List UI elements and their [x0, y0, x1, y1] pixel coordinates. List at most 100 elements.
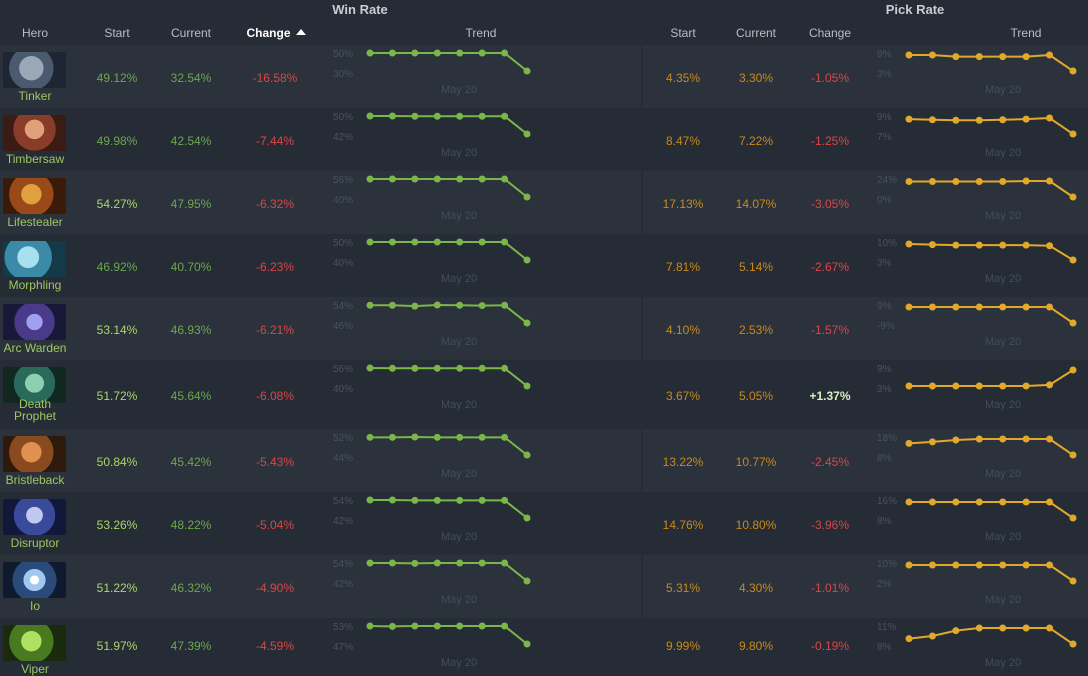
win-change-value: -4.90%: [255, 580, 295, 595]
win-trend-sparkline-point: [411, 112, 419, 120]
hero-name[interactable]: Arc Warden: [3, 341, 67, 355]
win-trend-sparkline-point: [411, 622, 419, 630]
hero-cell[interactable]: Morphling: [0, 234, 70, 297]
table-row[interactable]: Disruptor 53.26% 48.22% -5.04% 14.76% 10.80% -…: [0, 492, 1088, 555]
pick-axis-min: 8%: [877, 642, 892, 653]
pick-trend-sparkline-point: [975, 303, 983, 311]
win-trend-sparkline-point: [501, 112, 509, 120]
pick-trend-sparkline-point: [1022, 241, 1030, 249]
win-change-value: -6.32%: [255, 196, 295, 211]
win-trend-sparkline-point: [456, 622, 464, 630]
hero-name[interactable]: Death Prophet: [13, 397, 57, 423]
hero-name[interactable]: Disruptor: [10, 536, 60, 550]
table-row[interactable]: Timbersaw 49.98% 42.54% -7.44% 8.47% 7.22% -1.…: [0, 108, 1088, 171]
pick-trend-sparkline-point: [999, 178, 1007, 186]
hero-cell[interactable]: Disruptor: [0, 492, 70, 555]
win-trend-sparkline: [366, 559, 531, 585]
win-current-value: 48.22%: [170, 517, 212, 532]
pick-trend-sparkline-point: [975, 382, 983, 390]
pick-trend-sparkline-point: [952, 303, 960, 311]
hero-name[interactable]: Lifestealer: [7, 215, 63, 229]
table-row[interactable]: Viper 51.97% 47.39% -4.59% 9.99% 9.80% -0.19% 5…: [0, 618, 1088, 676]
pick-change-value: -3.96%: [810, 517, 850, 532]
pick-trend-sparkline: [905, 177, 1077, 201]
pick-trend-sparkline-point: [999, 382, 1007, 390]
table-row[interactable]: Death Prophet 51.72% 45.64% -6.08% 3.67% 5.05…: [0, 360, 1088, 429]
hero-portrait[interactable]: [3, 178, 66, 214]
win-trend-sparkline-point: [411, 364, 419, 372]
win-trend-sparkline-point: [388, 433, 396, 441]
pick-change-value: -1.05%: [810, 70, 850, 85]
pick-axis-min: 3%: [877, 384, 892, 395]
pick-trend-sparkline-point: [999, 435, 1007, 443]
win-trend-sparkline-line: [370, 499, 528, 519]
pick-trend-sparkline-point: [928, 498, 936, 506]
win-change-value: -7.44%: [255, 133, 295, 148]
hero-cell[interactable]: Death Prophet: [0, 360, 70, 429]
pick-axis-max: 11%: [877, 622, 897, 633]
hero-cell[interactable]: Bristleback: [0, 429, 70, 492]
pick-trend-sparkline-point: [952, 382, 960, 390]
win-axis-max: 50%: [333, 238, 354, 249]
hero-portrait[interactable]: [3, 52, 66, 88]
table-row[interactable]: Io 51.22% 46.32% -4.90% 5.31% 4.30% -1.01% 54% 4…: [0, 555, 1088, 618]
hero-portrait[interactable]: [3, 436, 66, 472]
win-trend-sparkline-point: [523, 67, 531, 75]
hero-cell[interactable]: Arc Warden: [0, 297, 70, 360]
hero-portrait[interactable]: [3, 115, 66, 151]
column-header-row: Hero Start Current Change Trend Start Cu…: [0, 20, 1088, 46]
hero-cell[interactable]: Tinker: [0, 45, 70, 108]
hero-name[interactable]: Morphling: [8, 278, 62, 292]
col-win-trend[interactable]: Trend: [465, 26, 497, 40]
hero-name[interactable]: Viper: [21, 662, 49, 676]
win-trend-sparkline-point: [433, 622, 441, 630]
win-trend-sparkline: [366, 175, 531, 201]
hero-portrait[interactable]: [3, 562, 66, 598]
pick-trend-date: May 20: [985, 657, 1022, 669]
hero-name[interactable]: Io: [29, 599, 40, 613]
col-pick-change[interactable]: Change: [808, 26, 852, 40]
pick-trend-sparkline-point: [999, 53, 1007, 61]
hero-portrait[interactable]: [3, 499, 66, 535]
win-axis-min: 42%: [333, 579, 354, 590]
win-axis-min: 44%: [333, 453, 354, 464]
win-rate-title: Win Rate: [332, 2, 388, 17]
hero-name[interactable]: Timbersaw: [5, 152, 65, 166]
hero-name[interactable]: Tinker: [18, 89, 52, 103]
table-row[interactable]: Tinker 49.12% 32.54% -16.58% 4.35% 3.30% -1.05…: [0, 45, 1088, 108]
win-trend-sparkline-point: [501, 49, 509, 57]
hero-cell[interactable]: Lifestealer: [0, 171, 70, 234]
pick-trend-sparkline-point: [1022, 624, 1030, 632]
pick-trend-sparkline: [905, 303, 1077, 327]
hero-portrait[interactable]: [3, 241, 66, 277]
table-row[interactable]: Bristleback 50.84% 45.42% -5.43% 13.22% 10.77…: [0, 429, 1088, 492]
pick-current-value: 5.14%: [738, 259, 774, 274]
col-win-current[interactable]: Current: [170, 26, 211, 40]
table-row[interactable]: Arc Warden 53.14% 46.93% -6.21% 4.10% 2.53% -1…: [0, 297, 1088, 360]
table-row[interactable]: Lifestealer 54.27% 47.95% -6.32% 17.13% 14.07…: [0, 171, 1088, 234]
pick-rate-title: Pick Rate: [885, 2, 945, 17]
hero-portrait[interactable]: [3, 625, 66, 661]
col-pick-start[interactable]: Start: [670, 26, 696, 40]
win-trend-sparkline-point: [366, 301, 374, 309]
pick-axis-max: 10%: [877, 559, 898, 570]
pick-start-value: 5.31%: [665, 580, 701, 595]
win-trend-sparkline-point: [456, 112, 464, 120]
hero-portrait[interactable]: [3, 367, 66, 403]
table-row[interactable]: Morphling 46.92% 40.70% -6.23% 7.81% 5.14% -2.…: [0, 234, 1088, 297]
col-win-start[interactable]: Start: [104, 26, 130, 40]
hero-cell[interactable]: Viper: [0, 618, 70, 676]
win-current-value: 46.93%: [170, 322, 212, 337]
win-trend-sparkline-point: [478, 238, 486, 246]
col-pick-current[interactable]: Current: [735, 26, 776, 40]
hero-cell[interactable]: Io: [0, 555, 70, 618]
col-pick-trend[interactable]: Trend: [1010, 26, 1042, 40]
hero-name[interactable]: Bristleback: [5, 473, 65, 487]
pick-current-value: 9.80%: [738, 639, 774, 653]
win-rate-panel: [0, 297, 641, 360]
hero-portrait[interactable]: [3, 304, 66, 340]
col-win-change[interactable]: Change: [236, 26, 316, 40]
hero-cell[interactable]: Timbersaw: [0, 108, 70, 171]
col-hero[interactable]: Hero: [21, 26, 48, 40]
win-trend-sparkline-point: [388, 112, 396, 120]
